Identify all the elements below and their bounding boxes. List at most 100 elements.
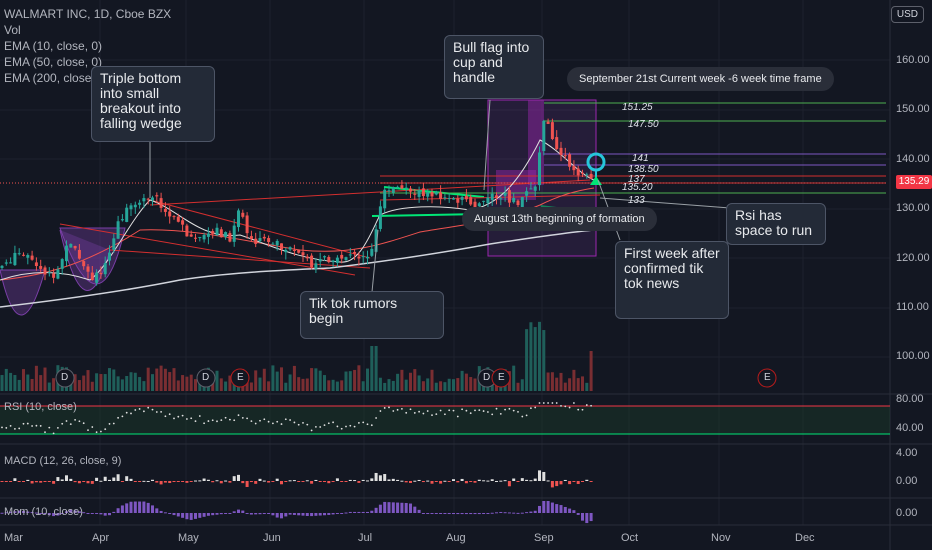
rsi-point: [405, 411, 408, 414]
time-tick: Nov: [711, 532, 731, 544]
rsi-point: [504, 408, 506, 411]
note-triple-bottom[interactable]: Triple bottom into small breakout into f…: [91, 66, 215, 142]
rsi-tick: 40.00: [896, 422, 924, 434]
rsi-point: [130, 412, 132, 415]
macd-bar: [206, 479, 210, 481]
macd-bar: [464, 481, 468, 484]
rsi-point: [448, 409, 451, 412]
momentum-bar: [288, 513, 292, 515]
note-rsi-space[interactable]: Rsi has space to run: [726, 203, 826, 245]
candle-body: [77, 249, 81, 259]
rsi-point: [310, 429, 313, 432]
level-label: 135.20: [622, 182, 653, 193]
candle-body: [327, 257, 331, 263]
macd-bar: [344, 481, 348, 482]
earnings-marker[interactable]: E: [764, 372, 771, 383]
rsi-point: [241, 416, 244, 419]
volume-bar: [43, 367, 47, 391]
macd-bar: [284, 481, 288, 482]
volume-bar: [271, 365, 275, 391]
momentum-bar: [99, 513, 103, 515]
rsi-label[interactable]: RSI (10, close): [4, 401, 77, 413]
momentum-bar: [361, 511, 365, 513]
candle-body: [120, 219, 124, 221]
momentum-bar: [73, 510, 77, 513]
candle-body: [267, 238, 271, 242]
legend-ema50[interactable]: EMA (50, close, 0): [4, 55, 103, 69]
note-bull-flag[interactable]: Bull flag into cup and handle: [444, 35, 544, 99]
rsi-point: [551, 402, 554, 404]
legend-vol[interactable]: Vol: [4, 23, 21, 37]
currency-button[interactable]: USD: [890, 6, 924, 23]
level-label: 133: [628, 195, 645, 206]
rsi-point: [134, 409, 137, 411]
momentum-bar: [439, 513, 443, 514]
momentum-bar: [391, 502, 395, 513]
dividend-marker[interactable]: D: [202, 372, 210, 383]
legend-ema10[interactable]: EMA (10, close, 0): [4, 39, 103, 53]
volume-bar: [185, 376, 189, 391]
dividend-marker[interactable]: D: [483, 372, 491, 383]
volume-bar: [555, 377, 559, 391]
rsi-point: [31, 425, 33, 427]
volume-bar: [0, 375, 4, 391]
candle-body: [340, 254, 344, 259]
dividend-marker[interactable]: D: [61, 372, 69, 383]
candle-body: [421, 188, 425, 197]
volume-bar: [353, 369, 357, 391]
rsi-point: [349, 424, 352, 427]
volume-bar: [86, 370, 90, 391]
candle-body: [456, 198, 460, 203]
rsi-point: [61, 422, 64, 425]
momentum-bar: [108, 513, 111, 516]
momentum-bar: [211, 513, 215, 516]
note-first-week[interactable]: First week after confirmed tik tok news: [615, 241, 729, 319]
momentum-bar: [280, 513, 283, 519]
rsi-point: [26, 422, 29, 425]
volume-bar: [133, 372, 137, 391]
macd-label[interactable]: MACD (12, 26, close, 9): [4, 455, 122, 467]
volume-bar: [331, 379, 335, 391]
earnings-marker[interactable]: E: [498, 372, 505, 383]
legend-symbol[interactable]: WALMART INC, 1D, Cboe BZX: [4, 7, 172, 21]
momentum-bar: [271, 513, 275, 516]
volume-bar: [151, 374, 154, 391]
rsi-point: [568, 406, 571, 409]
rsi-point: [534, 406, 537, 409]
rsi-point: [35, 424, 38, 427]
volume-bar: [116, 376, 120, 391]
volume-bar: [563, 382, 567, 391]
momentum-bar: [198, 513, 202, 518]
macd-bar: [417, 479, 421, 481]
candle-body: [370, 248, 374, 256]
legend-ema200[interactable]: EMA (200, close, 0): [4, 71, 109, 85]
rsi-point: [456, 415, 459, 418]
macd-bar: [310, 481, 314, 484]
volume-bar: [258, 377, 262, 391]
momentum-bar: [181, 513, 185, 518]
candle-body: [404, 187, 408, 189]
rsi-point: [263, 418, 266, 421]
note-aug13[interactable]: August 13th beginning of formation: [462, 207, 657, 231]
macd-bar: [387, 479, 391, 481]
note-sept21[interactable]: September 21st Current week -6 week time…: [567, 67, 834, 91]
rsi-point: [164, 415, 167, 418]
candle-body: [452, 198, 455, 200]
macd-bar: [533, 478, 537, 481]
rsi-point: [444, 413, 446, 416]
macd-bar: [396, 479, 400, 481]
macd-bar: [22, 481, 25, 482]
volume-bar: [215, 370, 219, 391]
candle-body: [245, 215, 249, 234]
momentum-bar: [30, 512, 34, 514]
rsi-point: [95, 431, 98, 434]
note-tiktok-rumors[interactable]: Tik tok rumors begin: [300, 291, 444, 339]
earnings-marker[interactable]: E: [237, 372, 244, 383]
momentum-bar: [69, 509, 73, 513]
candle-body: [473, 201, 477, 208]
momentum-bar: [90, 513, 94, 514]
mom-label[interactable]: Mom (10, close): [4, 506, 83, 518]
macd-bar: [108, 479, 111, 481]
momentum-bar: [344, 512, 348, 514]
momentum-bar: [142, 501, 146, 513]
